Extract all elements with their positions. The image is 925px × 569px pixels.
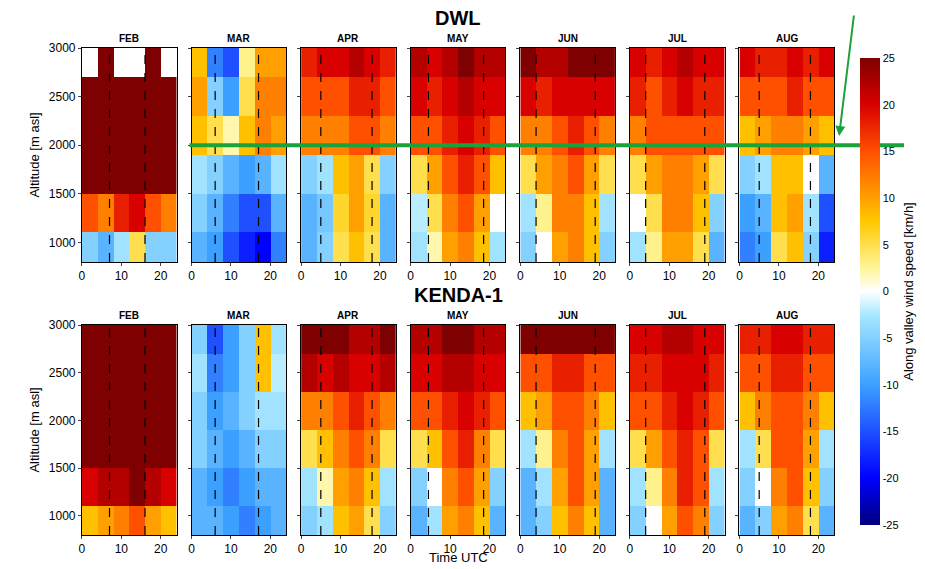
svg-text:Along valley wind speed [km/h]: Along valley wind speed [km/h] — [901, 202, 916, 380]
svg-text:APR: APR — [337, 310, 359, 321]
svg-text:10: 10 — [772, 542, 786, 556]
svg-text:10: 10 — [224, 542, 238, 556]
svg-text:MAY: MAY — [447, 310, 469, 321]
svg-text:-5: -5 — [883, 332, 893, 344]
svg-text:10: 10 — [663, 269, 677, 283]
svg-text:1500: 1500 — [49, 187, 76, 201]
svg-text:0: 0 — [298, 542, 305, 556]
svg-text:20: 20 — [154, 542, 168, 556]
svg-text:2500: 2500 — [49, 366, 76, 380]
svg-text:JUN: JUN — [558, 33, 578, 44]
svg-text:1000: 1000 — [49, 236, 76, 250]
svg-text:10: 10 — [115, 542, 129, 556]
svg-text:AUG: AUG — [776, 33, 798, 44]
svg-text:10: 10 — [443, 269, 457, 283]
svg-text:20: 20 — [373, 269, 387, 283]
svg-text:FEB: FEB — [119, 310, 139, 321]
svg-text:JUN: JUN — [558, 310, 578, 321]
svg-text:5: 5 — [883, 239, 889, 251]
svg-text:20: 20 — [373, 542, 387, 556]
svg-text:20: 20 — [483, 542, 497, 556]
svg-text:-10: -10 — [883, 379, 899, 391]
svg-text:20: 20 — [264, 269, 278, 283]
svg-text:10: 10 — [553, 269, 567, 283]
svg-text:0: 0 — [517, 542, 524, 556]
svg-text:2500: 2500 — [49, 90, 76, 104]
svg-text:MAR: MAR — [227, 33, 251, 44]
svg-text:JUL: JUL — [668, 33, 687, 44]
svg-text:20: 20 — [154, 269, 168, 283]
svg-text:25: 25 — [883, 52, 895, 64]
svg-text:1000: 1000 — [49, 509, 76, 523]
svg-text:MAY: MAY — [447, 33, 469, 44]
svg-text:10: 10 — [334, 269, 348, 283]
svg-text:20: 20 — [264, 542, 278, 556]
svg-text:20: 20 — [483, 269, 497, 283]
svg-text:0: 0 — [736, 269, 743, 283]
svg-text:0: 0 — [188, 269, 195, 283]
svg-text:MAR: MAR — [227, 310, 251, 321]
svg-text:1500: 1500 — [49, 461, 76, 475]
svg-text:10: 10 — [115, 269, 129, 283]
svg-text:0: 0 — [736, 542, 743, 556]
svg-text:10: 10 — [553, 542, 567, 556]
svg-text:APR: APR — [337, 33, 359, 44]
svg-text:0: 0 — [79, 542, 86, 556]
svg-text:0: 0 — [627, 542, 634, 556]
svg-text:20: 20 — [592, 269, 606, 283]
svg-text:20: 20 — [702, 269, 716, 283]
svg-text:0: 0 — [407, 269, 414, 283]
svg-text:DWL: DWL — [435, 7, 481, 29]
svg-text:20: 20 — [812, 542, 826, 556]
svg-text:0: 0 — [627, 269, 634, 283]
svg-text:10: 10 — [772, 269, 786, 283]
svg-text:20: 20 — [812, 269, 826, 283]
svg-text:-15: -15 — [883, 425, 899, 437]
svg-text:KENDA-1: KENDA-1 — [414, 284, 503, 306]
svg-text:Altitude [m asl]: Altitude [m asl] — [27, 387, 42, 472]
svg-text:FEB: FEB — [119, 33, 139, 44]
svg-text:Altitude [m asl]: Altitude [m asl] — [27, 112, 42, 197]
svg-text:-20: -20 — [883, 472, 899, 484]
svg-text:0: 0 — [407, 542, 414, 556]
svg-text:3000: 3000 — [49, 41, 76, 55]
svg-text:0: 0 — [79, 269, 86, 283]
svg-text:0: 0 — [517, 269, 524, 283]
svg-text:20: 20 — [702, 542, 716, 556]
svg-text:0: 0 — [188, 542, 195, 556]
svg-text:10: 10 — [663, 542, 677, 556]
svg-text:0: 0 — [883, 285, 889, 297]
svg-text:20: 20 — [592, 542, 606, 556]
svg-text:0: 0 — [298, 269, 305, 283]
svg-text:15: 15 — [883, 145, 895, 157]
svg-text:20: 20 — [883, 99, 895, 111]
svg-text:10: 10 — [224, 269, 238, 283]
svg-text:10: 10 — [883, 192, 895, 204]
svg-text:3000: 3000 — [49, 318, 76, 332]
svg-text:10: 10 — [443, 542, 457, 556]
svg-text:JUL: JUL — [668, 310, 687, 321]
svg-text:Time UTC: Time UTC — [429, 550, 488, 565]
svg-text:10: 10 — [334, 542, 348, 556]
svg-text:-25: -25 — [883, 519, 899, 531]
svg-text:2000: 2000 — [49, 414, 76, 428]
svg-text:AUG: AUG — [776, 310, 798, 321]
svg-text:2000: 2000 — [49, 138, 76, 152]
